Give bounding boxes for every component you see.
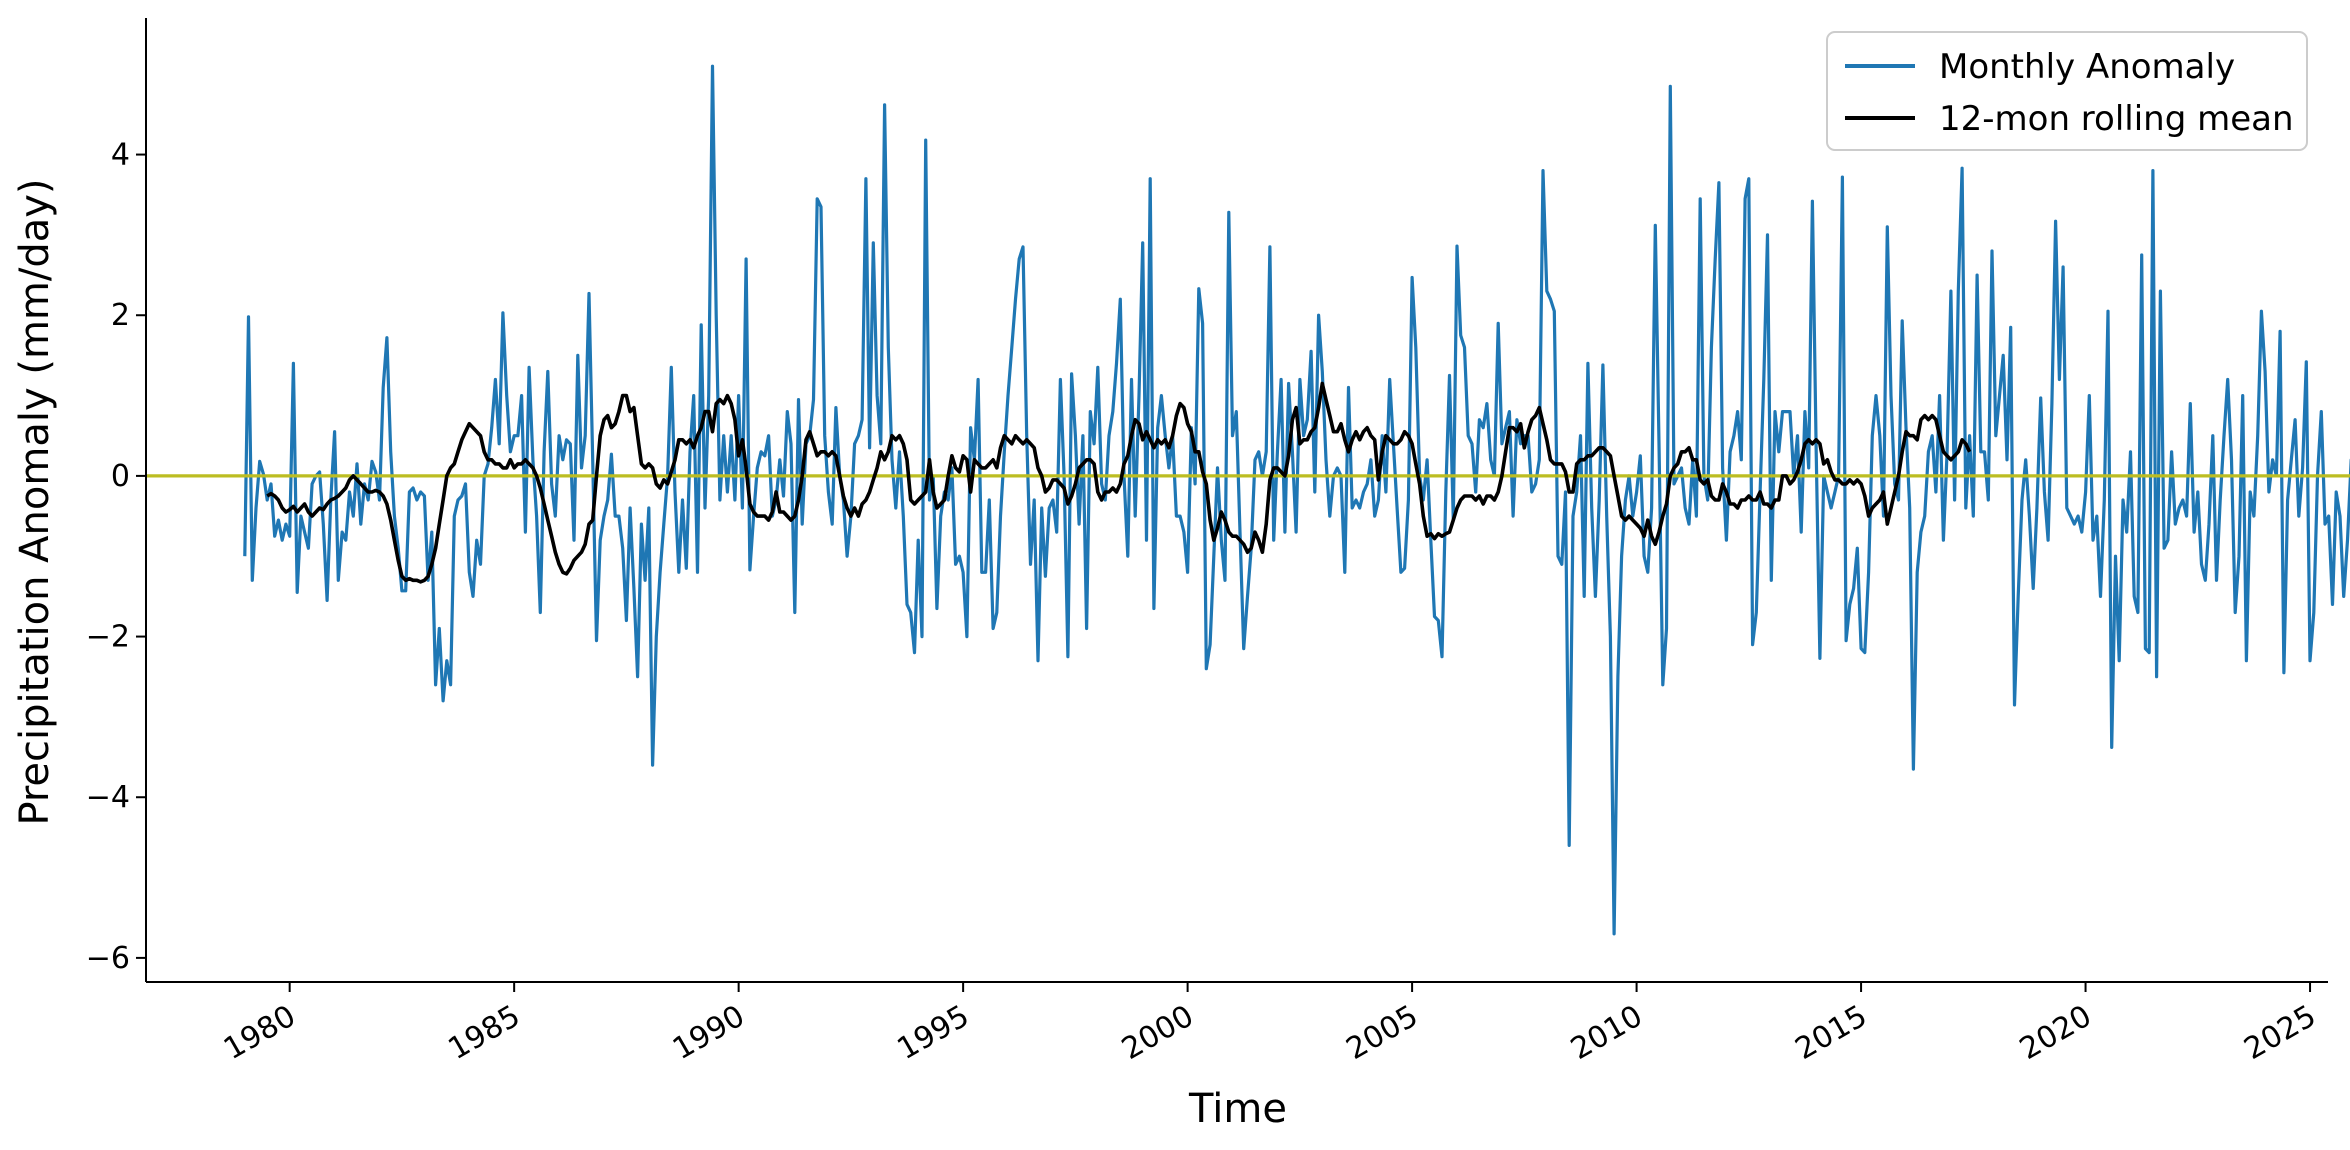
x-tick-label: 1985 <box>443 999 527 1067</box>
x-tick-label: 1995 <box>891 999 975 1067</box>
legend: Monthly Anomaly 12-mon rolling mean <box>1826 31 2308 151</box>
y-tick-label: 0 <box>111 459 130 494</box>
x-tick-label: 1980 <box>218 999 302 1067</box>
axes: 1980 1985 1990 1995 2000 2005 2010 2015 2020 2025… <box>86 18 2328 1067</box>
monthly-anomaly-series <box>243 64 2350 936</box>
y-tick-label: −4 <box>86 780 130 815</box>
plot-area <box>146 64 2350 936</box>
x-tick-label: 2010 <box>1565 999 1649 1067</box>
y-tick-label: −6 <box>86 941 130 976</box>
x-tick-label: 1990 <box>667 999 751 1067</box>
x-tick-label: 2025 <box>2238 999 2322 1067</box>
y-ticks: −6 −4 −2 0 2 4 <box>86 138 146 976</box>
x-tick-label: 2015 <box>1789 999 1873 1067</box>
monthly-anomaly-line <box>243 64 2350 936</box>
x-tick-label: 2000 <box>1116 999 1200 1067</box>
x-tick-label: 2020 <box>2014 999 2098 1067</box>
y-tick-label: 2 <box>111 298 130 333</box>
y-tick-label: 4 <box>111 138 130 173</box>
y-tick-label: −2 <box>86 620 130 655</box>
x-ticks: 1980 1985 1990 1995 2000 2005 2010 2015 2020 2025 <box>218 982 2322 1067</box>
rolling-mean-series <box>266 381 1972 584</box>
x-tick-label: 2005 <box>1340 999 1424 1067</box>
legend-label-rolling: 12-mon rolling mean <box>1939 99 2294 139</box>
legend-box <box>1826 31 2308 151</box>
rolling-mean-line <box>266 381 1972 584</box>
y-axis-title: Precipitation Anomaly (mm/day) <box>12 178 58 825</box>
legend-label-monthly: Monthly Anomaly <box>1939 47 2235 87</box>
x-axis-title: Time <box>1188 1086 1287 1132</box>
